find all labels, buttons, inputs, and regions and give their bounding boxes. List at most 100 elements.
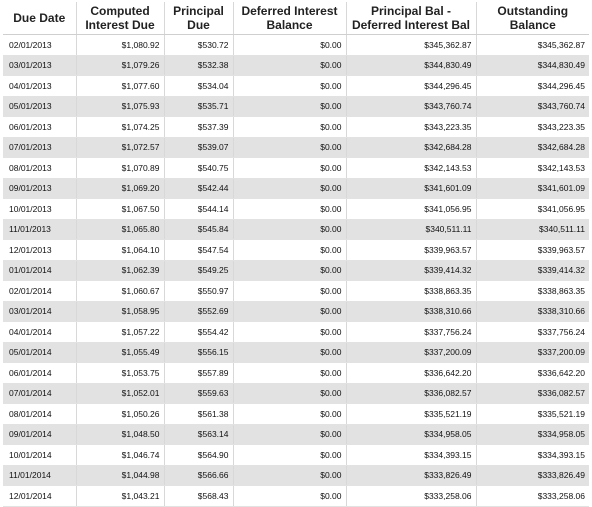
due-date-cell: 03/01/2014 bbox=[3, 301, 76, 322]
outstanding-balance-cell: $333,258.06 bbox=[475, 485, 589, 507]
principal-due-cell: $556.15 bbox=[163, 342, 233, 363]
deferred-interest-balance-cell: $0.00 bbox=[232, 260, 346, 281]
principal-due-cell: $549.25 bbox=[163, 260, 233, 281]
outstanding-balance-cell: $341,056.95 bbox=[475, 198, 589, 220]
outstanding-balance-cell: $341,601.09 bbox=[475, 178, 589, 199]
due-date-cell: 02/01/2013 bbox=[3, 34, 76, 56]
table-row: 05/01/2013 $1,075.93 $535.71 $0.00 $343,760.… bbox=[3, 96, 589, 117]
principal-bal-minus-deferred-cell: $333,826.49 bbox=[345, 465, 476, 486]
due-date-cell: 02/01/2014 bbox=[3, 280, 76, 302]
computed-interest-due-cell: $1,064.10 bbox=[75, 239, 164, 261]
principal-due-cell: $547.54 bbox=[163, 239, 233, 261]
due-date-cell: 11/01/2014 bbox=[3, 465, 76, 486]
table-row: 01/01/2014 $1,062.39 $549.25 $0.00 $339,414.… bbox=[3, 260, 589, 281]
computed-interest-due-cell: $1,055.49 bbox=[75, 342, 164, 363]
outstanding-balance-cell: $338,863.35 bbox=[475, 280, 589, 302]
principal-due-cell: $539.07 bbox=[163, 137, 233, 158]
computed-interest-due-cell: $1,065.80 bbox=[75, 219, 164, 240]
due-date-cell: 03/01/2013 bbox=[3, 55, 76, 76]
table-row: 09/01/2013 $1,069.20 $542.44 $0.00 $341,601.… bbox=[3, 178, 589, 199]
principal-due-cell: $557.89 bbox=[163, 362, 233, 384]
principal-bal-minus-deferred-cell: $337,756.24 bbox=[345, 321, 476, 343]
principal-bal-minus-deferred-cell: $345,362.87 bbox=[345, 34, 476, 56]
header-principal-bal-minus-deferred-line1: Principal Bal - bbox=[370, 4, 452, 18]
computed-interest-due-cell: $1,048.50 bbox=[75, 424, 164, 445]
outstanding-balance-cell: $344,296.45 bbox=[475, 75, 589, 97]
computed-interest-due-cell: $1,070.89 bbox=[75, 157, 164, 179]
deferred-interest-balance-cell: $0.00 bbox=[232, 219, 346, 240]
deferred-interest-balance-cell: $0.00 bbox=[232, 321, 346, 343]
outstanding-balance-cell: $342,143.53 bbox=[475, 157, 589, 179]
due-date-cell: 09/01/2014 bbox=[3, 424, 76, 445]
principal-due-cell: $534.04 bbox=[163, 75, 233, 97]
outstanding-balance-cell: $336,642.20 bbox=[475, 362, 589, 384]
principal-bal-minus-deferred-cell: $343,223.35 bbox=[345, 116, 476, 138]
computed-interest-due-cell: $1,050.26 bbox=[75, 403, 164, 425]
deferred-interest-balance-cell: $0.00 bbox=[232, 485, 346, 507]
deferred-interest-balance-cell: $0.00 bbox=[232, 96, 346, 117]
outstanding-balance-cell: $338,310.66 bbox=[475, 301, 589, 322]
table-header: Due Date Computed Interest Due Principal… bbox=[3, 2, 589, 35]
computed-interest-due-cell: $1,060.67 bbox=[75, 280, 164, 302]
computed-interest-due-cell: $1,046.74 bbox=[75, 444, 164, 466]
header-deferred-interest-balance-line1: Deferred Interest bbox=[241, 4, 338, 18]
principal-due-cell: $564.90 bbox=[163, 444, 233, 466]
principal-due-cell: $559.63 bbox=[163, 383, 233, 404]
outstanding-balance-cell: $337,200.09 bbox=[475, 342, 589, 363]
principal-bal-minus-deferred-cell: $339,963.57 bbox=[345, 239, 476, 261]
deferred-interest-balance-cell: $0.00 bbox=[232, 34, 346, 56]
outstanding-balance-cell: $339,414.32 bbox=[475, 260, 589, 281]
principal-bal-minus-deferred-cell: $334,393.15 bbox=[345, 444, 476, 466]
table-row: 07/01/2014 $1,052.01 $559.63 $0.00 $336,082.… bbox=[3, 383, 589, 404]
principal-bal-minus-deferred-cell: $335,521.19 bbox=[345, 403, 476, 425]
computed-interest-due-cell: $1,062.39 bbox=[75, 260, 164, 281]
principal-bal-minus-deferred-cell: $343,760.74 bbox=[345, 96, 476, 117]
computed-interest-due-cell: $1,052.01 bbox=[75, 383, 164, 404]
due-date-cell: 10/01/2014 bbox=[3, 444, 76, 466]
computed-interest-due-cell: $1,077.60 bbox=[75, 75, 164, 97]
principal-due-cell: $552.69 bbox=[163, 301, 233, 322]
table-row: 08/01/2013 $1,070.89 $540.75 $0.00 $342,143.… bbox=[3, 157, 589, 179]
principal-bal-minus-deferred-cell: $344,830.49 bbox=[345, 55, 476, 76]
header-due-date: Due Date bbox=[3, 2, 76, 35]
principal-due-cell: $561.38 bbox=[163, 403, 233, 425]
table-row: 10/01/2013 $1,067.50 $544.14 $0.00 $341,056.… bbox=[3, 198, 589, 220]
header-principal-due-line2: Due bbox=[187, 18, 210, 32]
table-row: 04/01/2014 $1,057.22 $554.42 $0.00 $337,756.… bbox=[3, 321, 589, 343]
outstanding-balance-cell: $334,393.15 bbox=[475, 444, 589, 466]
header-deferred-interest-balance: Deferred Interest Balance bbox=[232, 2, 346, 35]
deferred-interest-balance-cell: $0.00 bbox=[232, 116, 346, 138]
principal-due-cell: $535.71 bbox=[163, 96, 233, 117]
principal-bal-minus-deferred-cell: $338,310.66 bbox=[345, 301, 476, 322]
table-row: 06/01/2014 $1,053.75 $557.89 $0.00 $336,642.… bbox=[3, 362, 589, 384]
principal-due-cell: $568.43 bbox=[163, 485, 233, 507]
deferred-interest-balance-cell: $0.00 bbox=[232, 198, 346, 220]
principal-due-cell: $545.84 bbox=[163, 219, 233, 240]
due-date-cell: 04/01/2014 bbox=[3, 321, 76, 343]
due-date-cell: 09/01/2013 bbox=[3, 178, 76, 199]
header-principal-due: Principal Due bbox=[163, 2, 233, 35]
principal-bal-minus-deferred-cell: $341,601.09 bbox=[345, 178, 476, 199]
header-principal-due-line1: Principal bbox=[173, 4, 224, 18]
principal-due-cell: $563.14 bbox=[163, 424, 233, 445]
table-row: 03/01/2014 $1,058.95 $552.69 $0.00 $338,310.… bbox=[3, 301, 589, 322]
outstanding-balance-cell: $339,963.57 bbox=[475, 239, 589, 261]
principal-bal-minus-deferred-cell: $337,200.09 bbox=[345, 342, 476, 363]
outstanding-balance-cell: $336,082.57 bbox=[475, 383, 589, 404]
deferred-interest-balance-cell: $0.00 bbox=[232, 301, 346, 322]
header-outstanding-balance-line2: Balance bbox=[509, 18, 556, 32]
header-row: Due Date Computed Interest Due Principal… bbox=[3, 2, 589, 35]
computed-interest-due-cell: $1,074.25 bbox=[75, 116, 164, 138]
principal-bal-minus-deferred-cell: $342,143.53 bbox=[345, 157, 476, 179]
computed-interest-due-cell: $1,080.92 bbox=[75, 34, 164, 56]
principal-due-cell: $532.38 bbox=[163, 55, 233, 76]
table-row: 02/01/2014 $1,060.67 $550.97 $0.00 $338,863.… bbox=[3, 280, 589, 302]
deferred-interest-balance-cell: $0.00 bbox=[232, 178, 346, 199]
computed-interest-due-cell: $1,043.21 bbox=[75, 485, 164, 507]
table-row: 03/01/2013 $1,079.26 $532.38 $0.00 $344,830.… bbox=[3, 55, 589, 76]
due-date-cell: 11/01/2013 bbox=[3, 219, 76, 240]
deferred-interest-balance-cell: $0.00 bbox=[232, 362, 346, 384]
principal-due-cell: $550.97 bbox=[163, 280, 233, 302]
table-row: 09/01/2014 $1,048.50 $563.14 $0.00 $334,958.… bbox=[3, 424, 589, 445]
principal-due-cell: $537.39 bbox=[163, 116, 233, 138]
